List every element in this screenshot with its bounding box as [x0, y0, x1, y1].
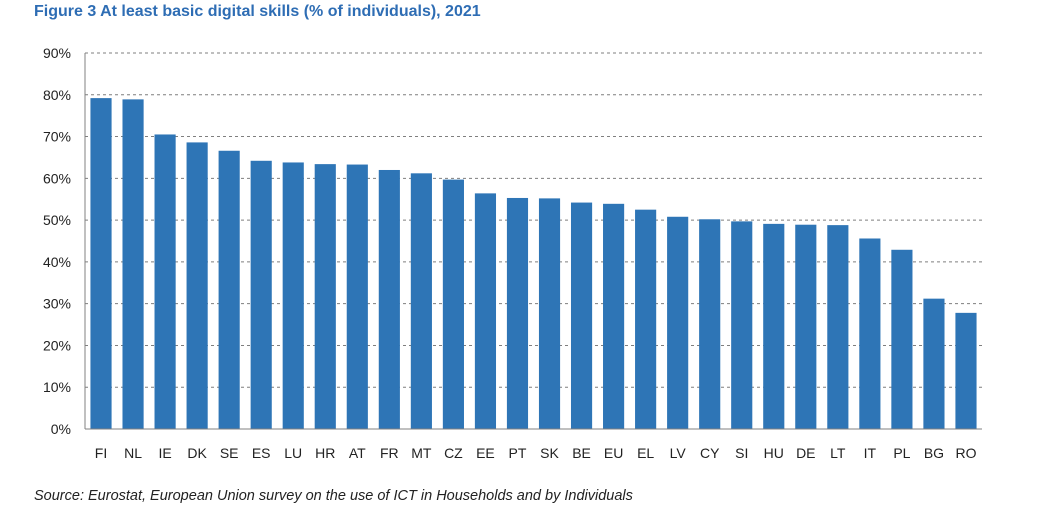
- x-tick-label: PT: [509, 445, 527, 461]
- bar-nl: [122, 99, 144, 429]
- bar-cy: [699, 219, 721, 429]
- bar-pl: [891, 249, 913, 429]
- x-tick-label: ES: [252, 445, 271, 461]
- y-tick-label: 70%: [43, 129, 71, 145]
- x-tick-label: IT: [864, 445, 877, 461]
- bar-hu: [763, 223, 785, 429]
- x-tick-label: FR: [380, 445, 399, 461]
- x-tick-label: AT: [349, 445, 366, 461]
- bar-si: [731, 221, 753, 429]
- y-tick-label: 20%: [43, 337, 71, 353]
- y-tick-label: 90%: [43, 45, 71, 61]
- bar-be: [570, 202, 593, 429]
- bar-ro: [955, 312, 977, 429]
- x-tick-label: LT: [830, 445, 846, 461]
- bars: [90, 98, 977, 430]
- y-tick-label: 30%: [43, 296, 71, 312]
- bar-bg: [923, 298, 945, 429]
- y-tick-label: 60%: [43, 170, 71, 186]
- x-tick-label: BG: [924, 445, 944, 461]
- y-tick-labels: 0% 10% 20% 30% 40% 50% 60% 70% 80% 90%: [43, 45, 71, 437]
- x-tick-label: LU: [284, 445, 302, 461]
- x-tick-label: HU: [764, 445, 784, 461]
- y-tick-label: 40%: [43, 254, 71, 270]
- y-tick-label: 80%: [43, 87, 71, 103]
- bar-el: [635, 209, 657, 429]
- x-tick-label: CY: [700, 445, 720, 461]
- bar-dk: [186, 142, 208, 429]
- x-tick-label: BE: [572, 445, 591, 461]
- x-tick-label: SK: [540, 445, 559, 461]
- x-tick-label: MT: [411, 445, 432, 461]
- bar-es: [250, 160, 272, 429]
- bar-lu: [282, 162, 304, 430]
- bar-it: [859, 238, 881, 429]
- bar-lt: [827, 225, 849, 429]
- chart-title: Figure 3 At least basic digital skills (…: [34, 3, 481, 20]
- bar-de: [795, 224, 817, 429]
- bar-pt: [506, 197, 529, 429]
- x-tick-label: HR: [315, 445, 335, 461]
- bar-ee: [474, 193, 497, 429]
- x-tick-label: SI: [735, 445, 748, 461]
- x-tick-label: DK: [187, 445, 207, 461]
- bar-se: [218, 150, 240, 429]
- bar-at: [346, 164, 368, 429]
- x-tick-label: LV: [670, 445, 687, 461]
- x-tick-label: EE: [476, 445, 495, 461]
- x-tick-label: RO: [955, 445, 976, 461]
- x-tick-label: PL: [893, 445, 910, 461]
- x-tick-label: EU: [604, 445, 623, 461]
- bar-sk: [538, 198, 561, 429]
- bar-eu: [603, 203, 625, 429]
- source-note: Source: Eurostat, European Union survey …: [34, 488, 633, 504]
- bar-hr: [314, 164, 336, 429]
- bar-mt: [410, 173, 432, 429]
- x-tick-label: FI: [95, 445, 107, 461]
- bar-lv: [667, 216, 689, 429]
- axes: [84, 53, 982, 430]
- x-tick-label: CZ: [444, 445, 463, 461]
- bar-fr: [378, 169, 400, 429]
- x-tick-label: EL: [637, 445, 654, 461]
- bar-ie: [154, 134, 176, 429]
- x-tick-label: SE: [220, 445, 239, 461]
- bar-chart: 0% 10% 20% 30% 40% 50% 60% 70% 80% 90% FI NL IE DK SE…: [43, 45, 982, 461]
- bar-fi: [90, 98, 112, 430]
- y-tick-label: 0%: [51, 421, 71, 437]
- x-tick-label: NL: [124, 445, 142, 461]
- x-tick-label: IE: [158, 445, 171, 461]
- x-tick-label: DE: [796, 445, 815, 461]
- y-tick-label: 10%: [43, 379, 71, 395]
- y-tick-label: 50%: [43, 212, 71, 228]
- bar-cz: [442, 179, 464, 429]
- x-tick-labels: FI NL IE DK SE ES LU HR AT FR MT CZ EE PT SK BE EU EL LV CY…: [95, 445, 977, 461]
